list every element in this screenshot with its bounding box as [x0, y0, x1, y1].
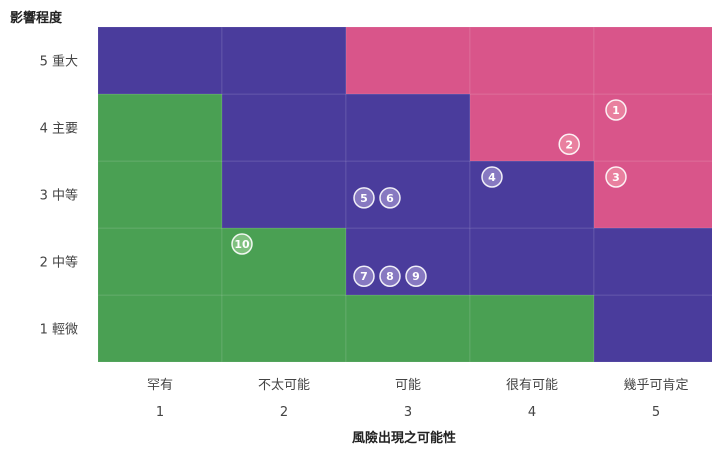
- risk-marker-label: 1: [612, 104, 620, 117]
- risk-marker-label: 8: [386, 270, 394, 283]
- x-axis-title: 風險出現之可能性: [352, 430, 456, 446]
- risk-markers: 1 2 3 4 5 6 7 8 9 10: [231, 99, 627, 287]
- y-tick-label: 4 主要: [40, 122, 78, 137]
- x-tick-value: 3: [404, 405, 412, 420]
- risk-marker-6: [379, 187, 401, 209]
- x-tick-label: 可能: [395, 378, 421, 393]
- x-tick-value: 4: [528, 405, 536, 420]
- matrix-cell-x2-y3: [221, 160, 347, 229]
- y-tick-label: 1 輕微: [40, 323, 78, 338]
- matrix-cells: [97, 26, 712, 363]
- risk-marker-label: 2: [565, 138, 573, 151]
- risk-marker-label: 7: [360, 270, 368, 283]
- risk-marker-label: 10: [234, 238, 250, 251]
- matrix-cell-x5-y5: [593, 26, 712, 95]
- risk-marker-1: [605, 99, 627, 121]
- risk-marker-label: 6: [386, 192, 394, 205]
- x-tick-value: 1: [156, 405, 164, 420]
- risk-marker-label: 4: [488, 171, 496, 184]
- matrix-cell-x1-y3: [97, 160, 223, 229]
- x-tick-label: 很有可能: [506, 378, 558, 393]
- y-axis-title: 影響程度: [10, 10, 63, 26]
- matrix-cell-x2-y4: [221, 93, 347, 162]
- y-tick-label: 3 中等: [40, 188, 78, 204]
- risk-marker-7: [353, 265, 375, 287]
- risk-marker-5: [353, 187, 375, 209]
- y-axis-tick-labels: 1 輕微 2 中等 3 中等 4 主要 5 重大: [40, 54, 78, 338]
- y-tick-label: 2 中等: [40, 255, 78, 271]
- matrix-cell-x3-y1: [345, 294, 471, 363]
- matrix-cell-x2-y1: [221, 294, 347, 363]
- risk-marker-3: [605, 166, 627, 188]
- matrix-cell-x4-y5: [469, 26, 595, 95]
- matrix-cell-x2-y5: [221, 26, 347, 95]
- matrix-cell-x4-y2: [469, 227, 595, 296]
- x-tick-value: 5: [652, 405, 660, 420]
- matrix-cell-x1-y4: [97, 93, 223, 162]
- risk-marker-9: [405, 265, 427, 287]
- matrix-cell-x4-y1: [469, 294, 595, 363]
- matrix-cell-x5-y1: [593, 294, 712, 363]
- x-tick-label: 幾乎可肯定: [623, 378, 688, 393]
- x-axis-tick-labels: 罕有 1 不太可能 2 可能 3 很有可能 4 幾乎可肯定 5: [147, 378, 689, 420]
- x-tick-label: 不太可能: [258, 378, 310, 393]
- x-tick-value: 2: [280, 405, 288, 420]
- matrix-cell-x5-y2: [593, 227, 712, 296]
- risk-marker-label: 5: [360, 192, 368, 205]
- risk-marker-2: [558, 133, 580, 155]
- matrix-cell-x3-y4: [345, 93, 471, 162]
- risk-marker-10: [231, 233, 253, 255]
- x-tick-label: 罕有: [147, 378, 173, 393]
- risk-marker-label: 3: [612, 171, 620, 184]
- matrix-cell-x1-y2: [97, 227, 223, 296]
- risk-marker-8: [379, 265, 401, 287]
- risk-marker-label: 9: [412, 270, 420, 283]
- matrix-cell-x1-y1: [97, 294, 223, 363]
- matrix-cell-x3-y5: [345, 26, 471, 95]
- y-tick-label: 5 重大: [40, 54, 78, 70]
- matrix-cell-x1-y5: [97, 26, 223, 95]
- risk-marker-4: [481, 166, 503, 188]
